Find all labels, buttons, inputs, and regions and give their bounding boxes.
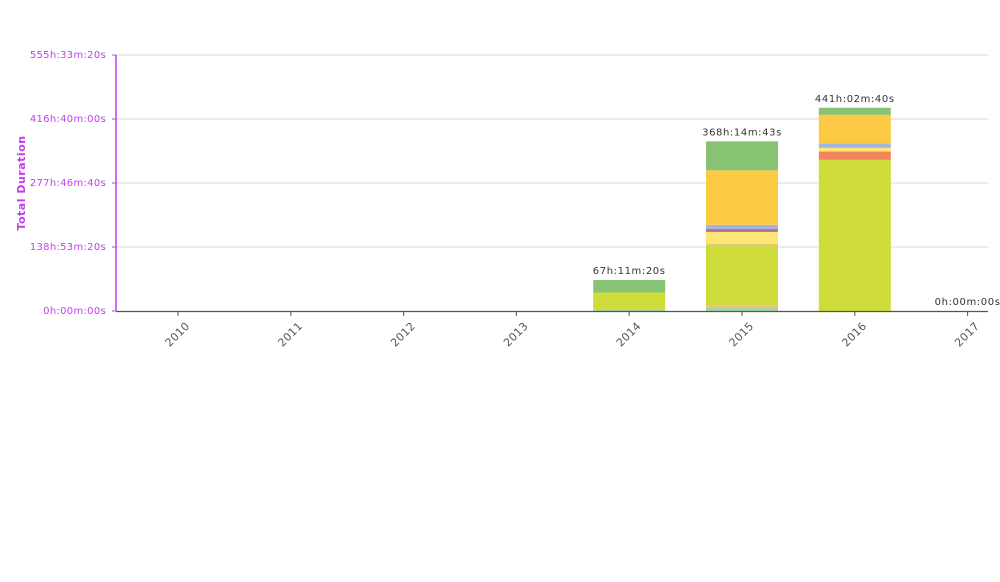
bar-segment-crimson[interactable] (706, 230, 778, 232)
bar-total-label: 0h:00m:00s (935, 297, 1000, 308)
y-axis-title: Total Duration (15, 135, 28, 230)
bar-segment-salmon-low[interactable] (706, 305, 778, 307)
bar-segment-yellow[interactable] (818, 147, 891, 152)
bar-total-label: 368h:14m:43s (702, 127, 782, 138)
y-tick-label: 555h:33m:20s (30, 50, 106, 61)
x-tick-label: 2015 (727, 320, 757, 350)
x-tick-label: 2017 (952, 320, 982, 350)
bar-segment-green[interactable] (593, 280, 666, 293)
y-tick-label: 277h:46m:40s (30, 178, 106, 189)
y-tick-label: 0h:00m:00s (43, 306, 106, 317)
x-tick-label: 2012 (388, 320, 418, 350)
bar-total-label: 441h:02m:40s (815, 94, 895, 105)
y-tick-label: 416h:40m:00s (30, 114, 106, 125)
x-axis: 2010 2011 2012 2013 2014 2015 2016 2017 (116, 310, 988, 350)
bar-segment-blue[interactable] (818, 143, 891, 148)
bar-segment-green[interactable] (706, 141, 778, 171)
bar-segment-yellow[interactable] (706, 231, 778, 244)
x-tick-label: 2013 (501, 320, 531, 350)
bar-total-labels: 67h:11m:20s 368h:14m:43s 441h:02m:40s 0h:00… (593, 94, 1000, 308)
bar-segment-lime[interactable] (593, 292, 666, 310)
x-tick-label: 2011 (275, 320, 305, 350)
y-axis: 0h:00m:00s 138h:53m:20s 277h:46m:40s 416h:4… (30, 50, 117, 317)
bar-segment-light-green[interactable] (593, 309, 666, 311)
bar-segment-purple[interactable] (706, 228, 778, 231)
bar-segment-orange[interactable] (706, 170, 778, 225)
bar-segment-coral[interactable] (818, 151, 891, 160)
y-tick-label: 138h:53m:20s (30, 242, 106, 253)
bars-group (593, 107, 891, 311)
bar-segment-blue[interactable] (706, 224, 778, 229)
bar-segment-salmon[interactable] (706, 243, 778, 245)
bar-segment-light-green[interactable] (706, 306, 778, 311)
bar-segment-green[interactable] (818, 107, 891, 115)
x-tick-label: 2014 (614, 320, 644, 350)
bar-segment-orange[interactable] (818, 114, 891, 144)
bar-segment-lime[interactable] (818, 159, 891, 311)
x-tick-label: 2010 (163, 320, 193, 350)
x-tick-label: 2016 (839, 320, 869, 350)
bar-segment-lime[interactable] (706, 244, 778, 306)
bar-total-label: 67h:11m:20s (593, 266, 666, 277)
